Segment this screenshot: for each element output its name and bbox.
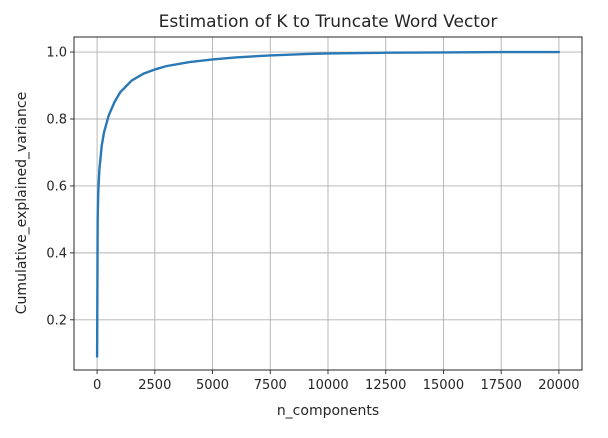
x-tick-label: 12500: [365, 378, 406, 393]
x-tick-label: 17500: [481, 378, 522, 393]
y-tick-label: 0.8: [46, 112, 67, 127]
x-axis-label: n_components: [277, 403, 379, 419]
x-tick-label: 15000: [423, 378, 464, 393]
x-tick-label: 2500: [138, 378, 171, 393]
y-tick-label: 0.4: [46, 246, 67, 261]
y-tick-label: 1.0: [46, 46, 67, 61]
x-tick-label: 5000: [196, 378, 229, 393]
chart-title: Estimation of K to Truncate Word Vector: [159, 12, 498, 32]
x-tick-label: 0: [93, 378, 101, 393]
y-tick-label: 0.2: [46, 313, 67, 328]
series-line: [95, 50, 561, 358]
y-axis-label: Cumulative_explained_variance: [14, 92, 30, 314]
ticks: 0 2500 5000 7500 10000 12500 15000 17500 20000 0.…: [46, 46, 579, 393]
y-tick-label: 0.6: [46, 179, 67, 194]
x-tick-label: 20000: [538, 378, 579, 393]
x-tick-label: 7500: [254, 378, 287, 393]
x-tick-label: 10000: [307, 378, 348, 393]
series-layer: [95, 50, 561, 358]
